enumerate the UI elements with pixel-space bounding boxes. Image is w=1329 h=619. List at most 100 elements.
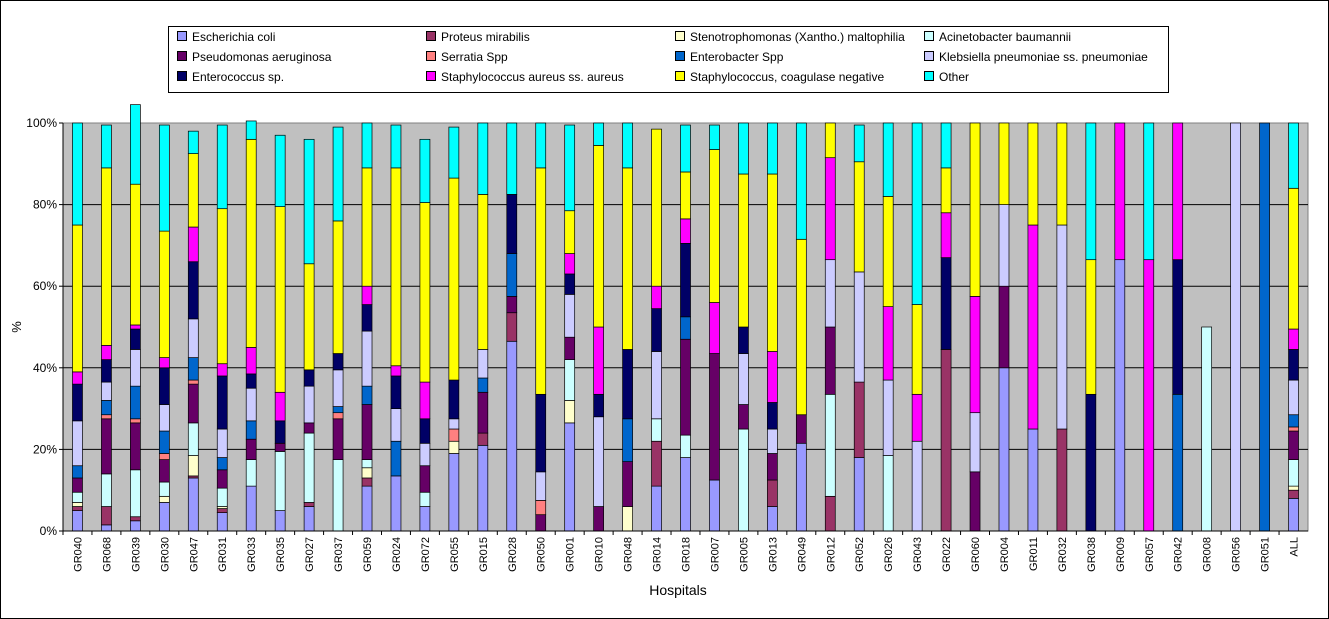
bar-segment xyxy=(158,430,170,454)
bar-segment xyxy=(477,444,489,532)
bar-segment xyxy=(506,122,518,195)
x-tick-label: GR015 xyxy=(478,537,490,572)
bar-segment xyxy=(361,122,373,169)
x-tick-label: GR030 xyxy=(159,537,171,572)
bar-segment xyxy=(101,414,112,420)
bar-segment xyxy=(795,238,807,416)
bar-segment xyxy=(1288,498,1299,532)
bar-segment xyxy=(535,393,547,473)
bar-segment xyxy=(1056,122,1068,226)
bar-segment xyxy=(390,365,402,377)
bar-stack-gr055 xyxy=(448,126,460,532)
bar-segment xyxy=(361,167,373,287)
bar-segment xyxy=(1172,259,1184,395)
bar-segment xyxy=(303,138,315,265)
bar-segment xyxy=(477,377,489,393)
bar-segment xyxy=(361,285,373,305)
bar-segment xyxy=(101,345,112,360)
bar-segment xyxy=(448,428,460,442)
bar-stack-gr032 xyxy=(1056,122,1068,532)
bar-segment xyxy=(216,124,228,210)
legend-swatch xyxy=(177,71,187,81)
bar-segment xyxy=(216,428,228,458)
bar-segment xyxy=(1172,393,1184,532)
bar-stack-gr001 xyxy=(564,124,576,532)
bar-segment xyxy=(130,324,141,330)
bar-segment xyxy=(795,122,807,240)
bar-segment xyxy=(882,196,894,307)
bar-segment xyxy=(130,104,141,185)
bar-segment xyxy=(187,130,199,154)
bar-segment xyxy=(158,481,170,497)
x-tick-label: GR005 xyxy=(738,537,750,572)
bar-stack-gr072 xyxy=(419,138,431,532)
bar-segment xyxy=(651,418,662,442)
bar-segment xyxy=(651,485,662,532)
legend-entry: Stenotrophomonas (Xantho.) maltophilia xyxy=(675,30,905,44)
legend-label: Proteus mirabilis xyxy=(441,30,530,44)
bar-stack-gr068 xyxy=(101,124,112,532)
bar-segment xyxy=(274,510,286,532)
bar-stack-all xyxy=(1288,122,1299,532)
bar-segment xyxy=(738,122,749,175)
bar-segment xyxy=(1027,428,1039,532)
bar-segment xyxy=(187,318,199,358)
bar-segment xyxy=(101,124,112,169)
bar-segment xyxy=(709,124,720,150)
bar-segment xyxy=(911,393,923,442)
bar-stack-gr048 xyxy=(622,122,633,532)
bar-segment xyxy=(911,304,923,395)
x-tick-label: GR028 xyxy=(507,537,519,572)
bar-segment xyxy=(824,259,836,328)
bar-segment xyxy=(564,273,576,295)
bar-segment xyxy=(216,508,228,513)
bar-segment xyxy=(419,465,431,493)
bar-stack-gr035 xyxy=(274,134,286,532)
bars xyxy=(72,104,1299,532)
bar-segment xyxy=(332,353,344,371)
bar-stack-gr037 xyxy=(332,126,344,532)
bar-segment xyxy=(506,194,518,254)
bar-segment xyxy=(187,357,199,381)
x-axis-title: Hospitals xyxy=(649,582,707,598)
bar-segment xyxy=(1143,259,1155,532)
bar-segment xyxy=(940,122,952,169)
bar-segment xyxy=(245,373,257,389)
bar-stack-gr009 xyxy=(1114,122,1126,532)
bar-segment xyxy=(1056,428,1068,532)
bar-segment xyxy=(477,349,489,379)
x-tick-label: GR047 xyxy=(188,537,200,572)
bar-segment xyxy=(680,243,691,318)
bar-segment xyxy=(130,418,141,424)
bar-segment xyxy=(245,120,257,140)
bar-segment xyxy=(882,306,894,381)
bar-segment xyxy=(332,126,344,222)
x-tick-label: GR072 xyxy=(420,537,432,572)
bar-segment xyxy=(853,161,865,273)
x-tick-label: GR009 xyxy=(1115,537,1127,572)
legend-entry: Proteus mirabilis xyxy=(426,30,530,44)
bar-segment xyxy=(1288,414,1299,428)
bar-segment xyxy=(651,308,662,352)
bar-segment xyxy=(101,506,112,526)
bar-stack-gr010 xyxy=(593,122,604,532)
x-tick-label: GR038 xyxy=(1086,537,1098,572)
bar-segment xyxy=(390,475,402,532)
bar-segment xyxy=(187,379,199,385)
bar-segment xyxy=(564,422,576,532)
bar-segment xyxy=(390,124,402,169)
bar-segment xyxy=(593,506,604,532)
legend-swatch xyxy=(924,71,934,81)
bar-segment xyxy=(738,326,749,354)
bar-segment xyxy=(680,316,691,340)
bar-segment xyxy=(72,224,83,373)
x-tick-label: GR049 xyxy=(796,537,808,572)
bar-segment xyxy=(535,514,547,532)
x-tick-label: GR001 xyxy=(565,537,577,572)
bar-segment xyxy=(824,122,836,159)
bar-stack-gr040 xyxy=(72,122,83,532)
bar-segment xyxy=(969,296,981,414)
bar-segment xyxy=(1288,489,1299,499)
bar-segment xyxy=(361,477,373,487)
